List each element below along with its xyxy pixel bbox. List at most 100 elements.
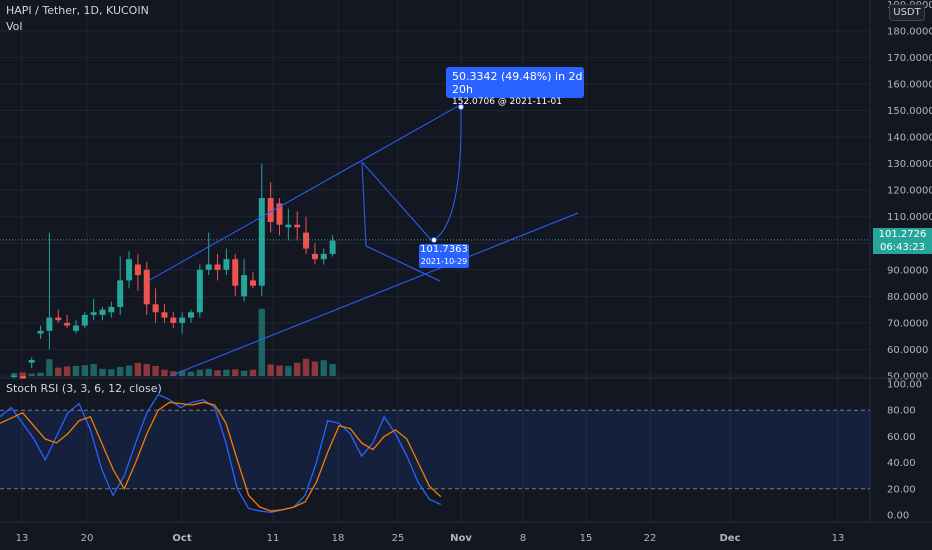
candle-body	[311, 253, 318, 260]
price-axis-label: 80.0000	[887, 292, 928, 303]
wedge-upper-line	[361, 161, 434, 243]
volume-label: Vol	[6, 20, 23, 33]
time-axis-label: 25	[392, 533, 405, 544]
candle-body	[285, 224, 292, 228]
candle-body	[99, 309, 106, 315]
volume-bar	[240, 370, 248, 376]
stoch-d-line	[0, 401, 442, 512]
current-price-value: 101.2726	[878, 229, 927, 240]
candle-body	[294, 224, 301, 228]
currency-button[interactable]: USDT	[889, 4, 925, 21]
time-axis-label: 22	[644, 533, 657, 544]
start-tag-sub: 2021-10-29	[420, 257, 468, 266]
candle-body	[81, 314, 88, 326]
volume-bar	[19, 372, 27, 376]
volume-bar	[285, 365, 292, 376]
volume-bar	[81, 365, 88, 376]
time-axis-label: 15	[580, 533, 593, 544]
volume-bar	[46, 359, 53, 376]
candle-body	[241, 275, 248, 297]
volume-bar	[90, 364, 97, 376]
time-axis-label: 13	[16, 533, 29, 544]
candle-body	[303, 232, 310, 249]
projection-start-point	[431, 237, 437, 243]
candle-body	[320, 253, 327, 260]
measure-tag-main: 50.3342 (49.48%) in 2d 20h	[452, 70, 583, 96]
volume-bar	[214, 370, 221, 376]
volume-bar	[143, 364, 150, 376]
candle-body	[64, 322, 71, 326]
volume-bar	[302, 358, 310, 376]
projection-curve	[433, 107, 462, 241]
measure-tag-sub: 152.0706 @ 2021-11-01	[452, 97, 562, 107]
candle-body	[126, 259, 133, 281]
time-axis-label: 8	[520, 533, 526, 544]
candle-body	[11, 376, 17, 377]
stoch-k-line	[0, 393, 441, 514]
volume-bar	[276, 365, 283, 376]
volume-bar	[187, 371, 195, 376]
candle-body	[90, 312, 97, 315]
volume-bar	[125, 365, 133, 376]
price-axis-label: 70.0000	[887, 318, 928, 329]
time-axis-label: 18	[332, 533, 345, 544]
candle-body	[28, 360, 35, 363]
price-axis-label: 150.0000	[887, 106, 932, 117]
volume-bar	[28, 373, 35, 376]
lower-trendline	[169, 212, 579, 377]
candle-body	[223, 259, 230, 270]
volume-bar	[178, 370, 186, 376]
time-axis-label: 13	[832, 533, 845, 544]
stoch-axis-label: 100.00	[887, 380, 922, 391]
start-tag: 101.7363 2021-10-29	[419, 244, 469, 268]
candle-body	[267, 198, 274, 223]
time-axis-label: Nov	[450, 533, 472, 544]
time-axis-label: Dec	[719, 533, 740, 544]
volume-bar	[258, 308, 265, 376]
symbol-title: HAPI / Tether, 1D, KUCOIN	[6, 4, 149, 17]
wedge-left-line	[361, 161, 367, 247]
volume-bar	[117, 366, 124, 376]
candle-body	[214, 264, 221, 270]
volume-bar	[267, 364, 274, 376]
volume-bar	[99, 368, 106, 376]
candle-body	[161, 312, 168, 318]
volume-bar	[223, 369, 230, 376]
volume-bar	[72, 365, 80, 376]
price-axis-label: 140.0000	[887, 133, 932, 144]
stoch-axis-label: 0.00	[887, 511, 909, 522]
price-axis-label: 50.0000	[887, 372, 928, 383]
price-axis-label: 110.0000	[887, 212, 932, 223]
stoch-axis-label: 80.00	[887, 406, 916, 417]
price-axis-label: 90.0000	[887, 265, 928, 276]
volume-bar	[320, 360, 327, 376]
candle-body	[55, 317, 62, 321]
candle-body	[188, 312, 194, 318]
stoch-axis-label: 60.00	[887, 432, 916, 443]
volume-bar	[134, 362, 142, 376]
candle-body	[196, 269, 203, 313]
volume-bar	[63, 366, 71, 376]
start-tag-main: 101.7363	[420, 244, 468, 255]
volume-bar	[196, 369, 204, 376]
candle-body	[249, 280, 256, 286]
price-axis-label: 180.0000	[887, 26, 932, 37]
volume-bar	[205, 368, 212, 376]
volume-bar	[249, 369, 257, 376]
price-axis-label: 170.0000	[887, 53, 932, 64]
price-axis-label: 120.0000	[887, 186, 932, 197]
candle-body	[276, 203, 283, 225]
candle-body	[117, 280, 124, 307]
candle-body	[232, 259, 239, 286]
candle-body	[329, 240, 336, 254]
stoch-band	[0, 410, 870, 489]
volume-bar	[37, 372, 44, 376]
currency-label: USDT	[893, 7, 921, 18]
price-axis-label: 60.0000	[887, 345, 928, 356]
volume-bar	[232, 369, 239, 376]
volume-bar	[311, 361, 319, 376]
volume-bar	[294, 362, 301, 376]
candle-body	[143, 269, 150, 305]
candle-body	[19, 376, 26, 379]
stoch-axis-label: 40.00	[887, 458, 916, 469]
